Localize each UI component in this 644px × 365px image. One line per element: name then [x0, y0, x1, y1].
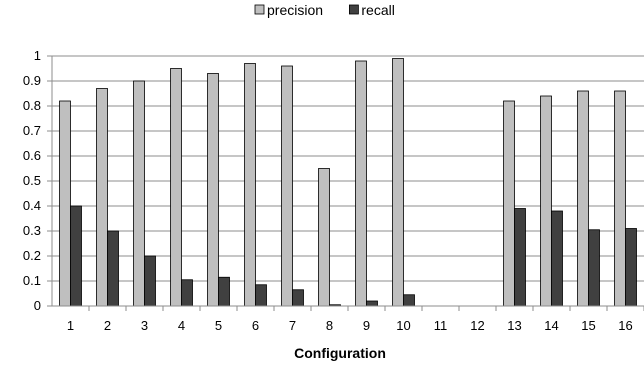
x-tick-label: 12: [470, 318, 484, 333]
bar-precision: [170, 68, 182, 307]
y-tick-label: 0.2: [23, 248, 41, 263]
y-tick-label: 0.4: [23, 198, 41, 213]
bar-recall: [181, 279, 193, 307]
bar-recall: [366, 300, 378, 307]
bar-recall: [588, 229, 600, 307]
bar-recall: [551, 210, 563, 307]
x-tick-label: 6: [252, 318, 259, 333]
bar-precision: [281, 65, 293, 307]
legend-label-recall: recall: [361, 2, 394, 18]
bar-precision: [540, 95, 552, 307]
x-tick-label: 2: [104, 318, 111, 333]
legend-label-precision: precision: [267, 2, 323, 18]
y-tick-label: 0: [34, 298, 41, 313]
y-tick-label: 0.8: [23, 98, 41, 113]
x-tick-labels: 1 2 3 4 5 6 7 8 9 10 11 12 13 14 15 16: [67, 318, 633, 333]
bar-precision: [318, 168, 330, 307]
x-tick-label: 1: [67, 318, 74, 333]
x-tick-label: 10: [396, 318, 410, 333]
bar-precision: [577, 90, 589, 307]
x-tick-label: 4: [178, 318, 185, 333]
x-tick-label: 16: [618, 318, 632, 333]
y-tick-label: 0.1: [23, 273, 41, 288]
x-tick-label: 3: [141, 318, 148, 333]
bars: [59, 58, 637, 307]
bar-precision: [614, 90, 626, 307]
legend: precision recall: [254, 2, 395, 18]
bar-precision: [96, 88, 108, 307]
x-axis-title: Configuration: [294, 345, 386, 361]
x-tick-label: 5: [215, 318, 222, 333]
y-tick-labels: 0 0.1 0.2 0.3 0.4 0.5 0.6 0.7 0.8 0.9 1: [23, 48, 41, 313]
bar-recall: [107, 230, 119, 307]
legend-swatch-recall: [348, 4, 359, 15]
legend-swatch-precision: [254, 4, 265, 15]
bar-recall: [514, 208, 526, 307]
y-tick-label: 1: [34, 48, 41, 63]
bar-precision: [133, 80, 145, 307]
x-tick-label: 15: [581, 318, 595, 333]
bar-precision: [355, 60, 367, 307]
bar-recall: [144, 255, 156, 307]
bar-recall: [255, 284, 267, 307]
x-tick-label: 13: [507, 318, 521, 333]
y-tick-label: 0.7: [23, 123, 41, 138]
bar-precision: [207, 73, 219, 307]
bar-precision: [392, 58, 404, 307]
bar-recall: [292, 289, 304, 307]
x-tick-label: 14: [544, 318, 558, 333]
axes: [47, 55, 644, 311]
bar-precision: [244, 63, 256, 307]
bar-precision: [503, 100, 515, 307]
x-tick-label: 8: [326, 318, 333, 333]
bar-recall: [70, 205, 82, 307]
bar-recall: [403, 294, 415, 307]
y-tick-label: 0.6: [23, 148, 41, 163]
bar-recall: [218, 276, 230, 307]
bar-recall: [625, 228, 637, 307]
y-tick-label: 0.9: [23, 73, 41, 88]
y-tick-label: 0.3: [23, 223, 41, 238]
bar-precision: [59, 100, 71, 307]
y-tick-label: 0.5: [23, 173, 41, 188]
x-tick-label: 7: [289, 318, 296, 333]
x-tick-label: 9: [363, 318, 370, 333]
x-tick-label: 11: [434, 318, 448, 333]
